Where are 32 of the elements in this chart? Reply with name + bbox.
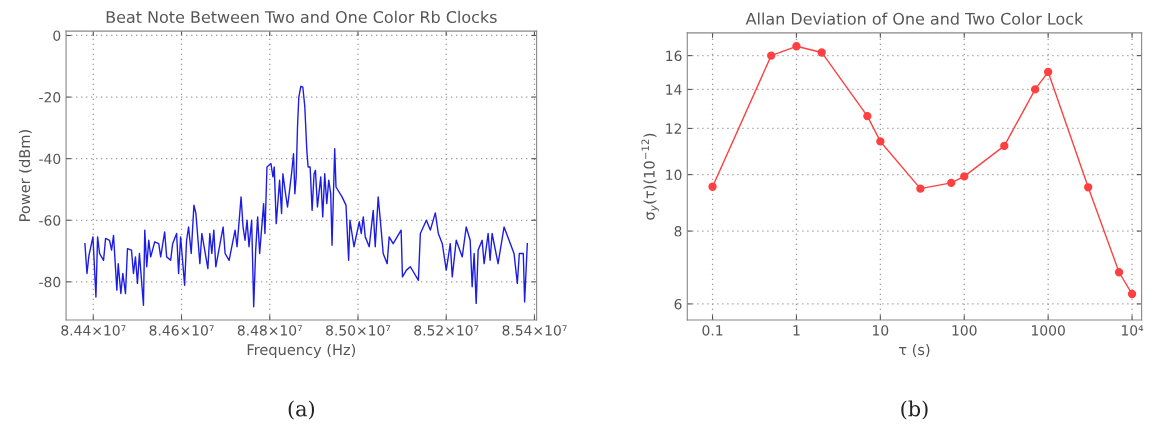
y-tick-label: -80 (39, 276, 61, 288)
y-tick-label: 6 (674, 298, 682, 310)
y-tick-label: -40 (39, 153, 61, 165)
x-tick-label: 100 (952, 325, 977, 336)
x-tick-label: 1 (793, 325, 800, 336)
text: (b) (901, 400, 928, 420)
y-tick-label: 10 (666, 169, 682, 181)
chart-title: Allan Deviation of One and Two Color Lock (745, 12, 1084, 25)
x-tick-label: 8.48×10⁷ (237, 325, 302, 336)
text: (a) (288, 400, 315, 420)
x-tick-label: 8.54×10⁷ (502, 325, 567, 336)
x-axis-title: Frequency (Hz) (247, 343, 356, 358)
y-tick-label: 0 (53, 30, 61, 41)
y-tick-label: 12 (666, 123, 682, 134)
x-tick-label: 10⁴ (1121, 325, 1144, 336)
chart-title: Beat Note Between Two and One Color Rb Clocks (106, 10, 497, 24)
y-tick-label: -60 (39, 215, 61, 226)
y-axis-title: Power (dBm) (18, 130, 32, 221)
x-tick-label: 10 (873, 325, 889, 336)
y-tick-label: -20 (39, 92, 61, 103)
y-tick-label: 14 (666, 84, 682, 95)
x-tick-label: 8.52×10⁷ (414, 325, 479, 336)
x-tick-label: 8.46×10⁷ (149, 325, 214, 336)
x-tick-label: 0.1 (702, 325, 723, 336)
x-tick-label: 8.44×10⁷ (61, 325, 126, 336)
y-axis-title: σ$_{y}$(τ)(10$^{−12}$) (641, 133, 660, 220)
line-series (84, 85, 529, 308)
y-tick-label: 16 (666, 50, 682, 62)
x-tick-label: 1000 (1032, 325, 1065, 336)
x-axis-title: τ (s) (898, 343, 930, 357)
y-tick-label: 8 (674, 226, 682, 237)
x-tick-label: 8.50×10⁷ (326, 325, 391, 336)
